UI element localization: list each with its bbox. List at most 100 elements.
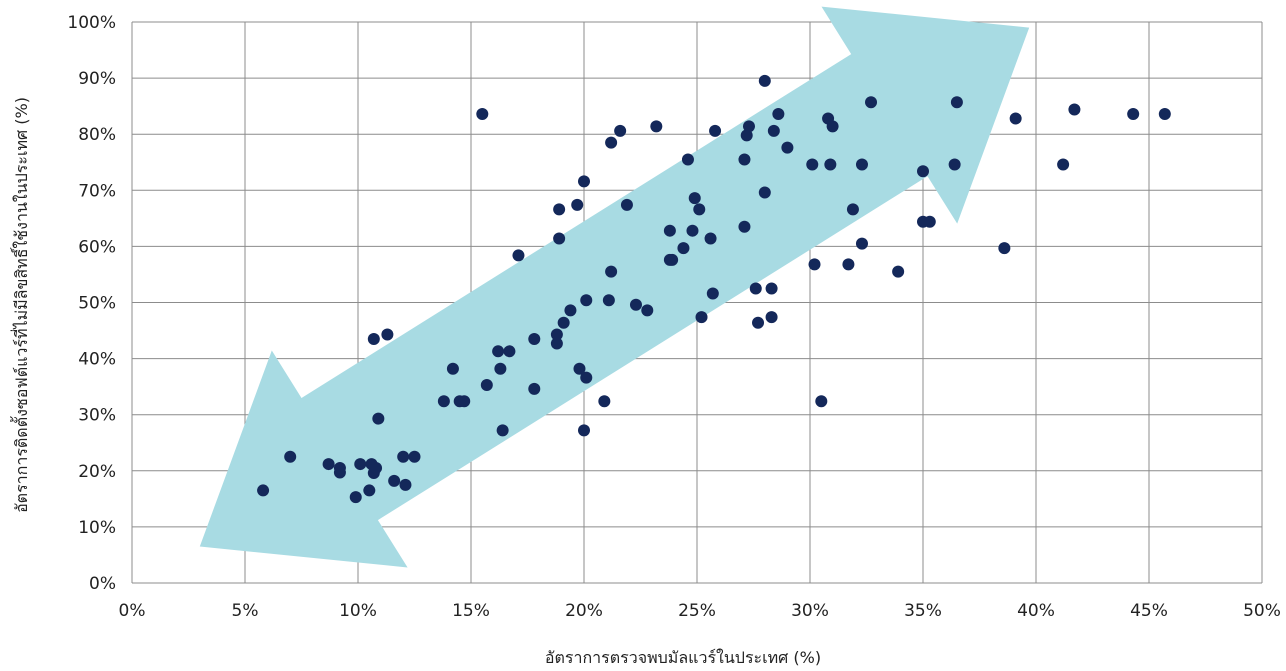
data-point [677,242,690,255]
data-point [865,96,878,109]
data-point [496,424,509,437]
data-point [257,484,270,497]
data-point [388,474,401,487]
data-point [602,294,615,307]
data-point [686,224,699,237]
data-point [842,258,855,271]
trend-arrow [199,6,1030,568]
data-point [666,253,679,266]
data-point [571,198,584,211]
x-tick-label: 30% [791,601,829,621]
data-point [550,328,563,341]
y-tick-labels: 0% 10% 20% 30% 40% 50% 60% 70% 80% 90% 100% [67,13,116,594]
data-point [693,203,706,216]
x-tick-labels: 0% 5% 10% 15% 20% 25% 30% 35% 40% 45% 50% [119,601,1281,621]
data-point [614,124,627,137]
data-point [408,450,421,463]
data-point [1009,112,1022,125]
data-point [738,220,751,233]
data-point [349,491,362,504]
x-tick-label: 25% [678,601,716,621]
y-tick-label: 80% [78,125,116,145]
y-tick-label: 60% [78,237,116,257]
data-point [781,141,794,154]
y-tick-label: 70% [78,181,116,201]
y-tick-label: 0% [89,574,116,594]
data-point [381,328,394,341]
y-tick-label: 30% [78,406,116,426]
data-point [564,304,577,317]
data-point [528,382,541,395]
data-point [578,424,590,437]
x-tick-label: 35% [904,601,942,621]
data-point [681,153,694,166]
data-point [917,165,929,178]
data-point [550,337,563,350]
data-point [998,242,1011,255]
data-point [948,158,961,171]
data-point [578,175,590,188]
data-point [437,395,450,408]
data-point [492,345,505,358]
data-point [765,282,778,295]
data-point [826,120,839,133]
data-point [855,158,868,171]
y-axis-label: อัตราการติดตั้งซอฟต์แวร์ที่ไม่มีลิขสิทธิ… [10,97,31,513]
data-point [528,332,541,345]
x-tick-label: 10% [339,601,377,621]
x-tick-label: 15% [452,601,490,621]
data-point [772,108,785,121]
data-point [363,484,376,497]
data-point [512,249,525,262]
data-point [824,158,837,171]
x-tick-label: 45% [1130,601,1168,621]
data-point [758,186,771,199]
data-point [557,316,570,329]
data-point [663,224,676,237]
x-tick-label: 40% [1017,601,1055,621]
y-tick-label: 90% [78,69,116,89]
y-tick-label: 40% [78,350,116,370]
data-point [695,311,708,324]
data-point [688,192,701,205]
data-point [322,458,335,471]
data-point [333,466,346,479]
data-point [580,294,593,307]
data-point [923,215,936,228]
data-point [480,378,493,391]
data-point [598,395,611,408]
data-point [476,108,489,121]
data-point [706,287,719,300]
data-point [494,362,507,375]
data-point [1068,103,1081,116]
y-tick-label: 10% [78,518,116,538]
x-axis-label: อัตราการตรวจพบมัลแวร์ในประเทศ (%) [545,648,821,667]
data-point [367,332,380,345]
data-point [806,158,819,171]
data-point [808,258,821,271]
y-tick-label: 20% [78,462,116,482]
data-point [284,450,297,463]
data-point [892,265,905,278]
data-point [1158,108,1171,121]
x-tick-label: 0% [119,601,146,621]
data-point [709,124,722,137]
data-point [740,129,753,142]
y-tick-label: 50% [78,294,116,314]
x-tick-label: 50% [1243,601,1281,621]
data-point [749,282,762,295]
data-point [354,458,367,471]
data-point [620,198,633,211]
data-point [370,461,383,474]
data-point [855,237,868,250]
data-point [553,232,566,245]
data-point [573,362,586,375]
data-point [738,153,751,166]
data-point [580,371,593,384]
data-point [629,298,642,311]
data-point [704,232,717,245]
data-point [605,265,618,278]
data-point [641,304,654,317]
data-point [372,412,385,425]
